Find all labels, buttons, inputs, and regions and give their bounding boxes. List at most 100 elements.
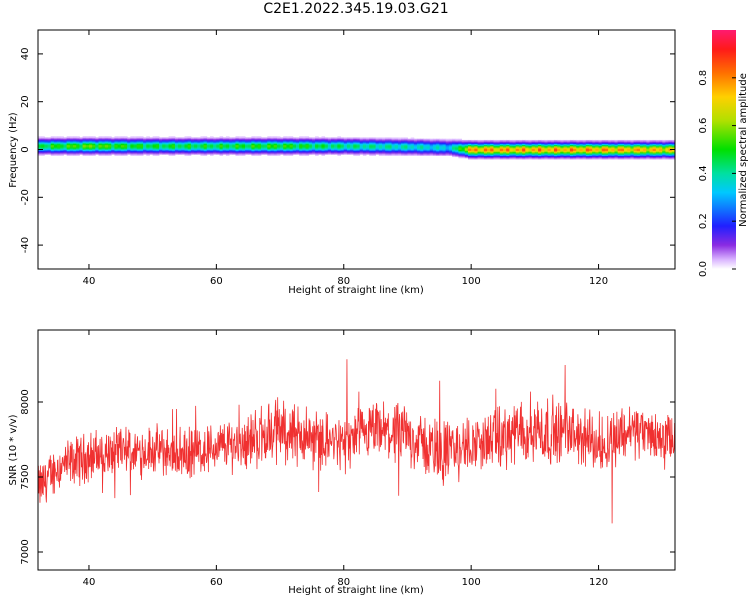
heatmap-cell: [448, 149, 453, 152]
heatmap-cell: [257, 136, 262, 138]
heatmap-cell: [509, 149, 513, 152]
heatmap-cell: [209, 143, 214, 146]
heatmap-cell: [111, 141, 115, 143]
heatmap-cell: [659, 151, 663, 154]
heatmap-cell: [404, 154, 408, 156]
heatmap-cell: [436, 147, 440, 149]
heatmap-cell: [181, 139, 185, 142]
heatmap-cell: [85, 148, 90, 150]
heatmap-cell: [477, 139, 482, 142]
heatmap-cell: [557, 150, 561, 153]
heatmap-cell: [538, 145, 542, 148]
heatmap-cell: [432, 150, 437, 153]
heatmap-cell: [53, 141, 58, 143]
heatmap-cell: [601, 155, 606, 158]
heatmap-cell: [155, 137, 160, 140]
heatmap-cell: [190, 151, 195, 154]
heatmap-cell: [538, 143, 542, 146]
heatmap-cell: [439, 144, 443, 147]
heatmap-cell: [665, 148, 670, 150]
heatmap-cell: [346, 149, 351, 152]
heatmap-cell: [69, 144, 74, 147]
heatmap-cell: [410, 149, 415, 152]
heatmap-cell: [550, 150, 555, 153]
heatmap-cell: [69, 138, 74, 141]
heatmap-cell: [136, 147, 141, 149]
heatmap-cell: [388, 153, 392, 155]
heatmap-cell: [611, 153, 615, 155]
heatmap-cell: [155, 154, 160, 156]
heatmap-cell: [251, 153, 255, 155]
colorbar-tick-label: 0.8: [698, 70, 709, 86]
heatmap-cell: [63, 148, 68, 150]
heatmap-cell: [458, 147, 463, 149]
heatmap-cell: [38, 149, 42, 152]
heatmap-cell: [194, 142, 198, 144]
heatmap-cell: [490, 157, 494, 160]
heatmap-cell: [665, 145, 670, 148]
heatmap-cell: [515, 154, 520, 156]
heatmap-cell: [276, 154, 281, 156]
heatmap-cell: [464, 145, 469, 148]
spectrogram-x-label: Height of straight line (km): [288, 285, 424, 296]
heatmap-cell: [464, 153, 469, 155]
heatmap-cell: [544, 143, 548, 146]
heatmap-cell: [455, 149, 459, 152]
heatmap-cell: [439, 142, 443, 144]
heatmap-cell: [57, 143, 61, 146]
heatmap-cell: [108, 141, 112, 143]
heatmap-cell: [334, 138, 338, 141]
heatmap-cell: [79, 139, 83, 142]
heatmap-cell: [544, 149, 548, 152]
heatmap-cell: [423, 149, 427, 152]
heatmap-cell: [617, 149, 622, 152]
heatmap-cell: [531, 156, 536, 159]
heatmap-cell: [222, 153, 227, 155]
heatmap-cell: [550, 141, 555, 143]
heatmap-cell: [127, 151, 131, 154]
heatmap-cell: [152, 138, 157, 141]
heatmap-cell: [515, 139, 520, 142]
heatmap-cell: [206, 148, 211, 150]
x-tick-label: 80: [337, 276, 350, 287]
heatmap-cell: [273, 151, 278, 154]
heatmap-cell: [260, 148, 265, 150]
heatmap-cell: [101, 149, 106, 152]
heatmap-cell: [197, 148, 201, 150]
heatmap-cell: [496, 153, 501, 155]
heatmap-cell: [452, 138, 456, 141]
heatmap-cell: [671, 151, 675, 154]
heatmap-cell: [209, 149, 214, 152]
heatmap-cell: [598, 154, 603, 156]
heatmap-cell: [197, 142, 201, 144]
heatmap-cell: [633, 149, 638, 152]
heatmap-cell: [601, 154, 606, 156]
heatmap-cell: [139, 137, 144, 140]
heatmap-cell: [378, 151, 383, 154]
heatmap-cell: [646, 154, 650, 156]
heatmap-cell: [222, 148, 227, 150]
heatmap-cell: [566, 141, 571, 143]
heatmap-cell: [566, 157, 571, 160]
heatmap-cell: [487, 153, 491, 155]
heatmap-cell: [82, 136, 87, 138]
heatmap-cell: [162, 137, 166, 140]
heatmap-cell: [522, 143, 526, 146]
heatmap-cell: [378, 137, 383, 140]
heatmap-cell: [216, 144, 220, 147]
heatmap-cell: [206, 142, 211, 144]
heatmap-cell: [531, 150, 536, 153]
heatmap-cell: [130, 148, 134, 150]
heatmap-cell: [181, 153, 185, 155]
heatmap-cell: [598, 151, 603, 154]
heatmap-cell: [343, 151, 348, 154]
heatmap-cell: [493, 157, 498, 160]
heatmap-cell: [162, 151, 166, 154]
heatmap-cell: [254, 137, 259, 140]
heatmap-cell: [133, 138, 138, 141]
heatmap-cell: [522, 153, 526, 155]
heatmap-cell: [538, 141, 542, 143]
heatmap-cell: [155, 144, 160, 147]
heatmap-cell: [340, 144, 345, 147]
heatmap-cell: [448, 153, 453, 155]
